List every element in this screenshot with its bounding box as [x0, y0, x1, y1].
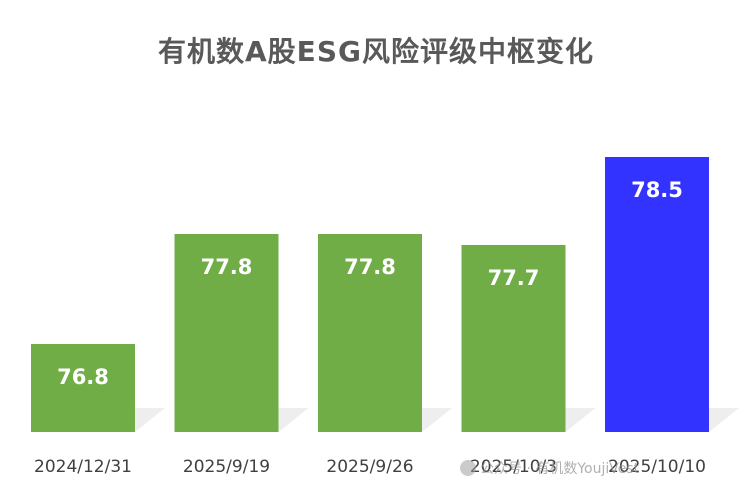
bar	[31, 344, 135, 432]
x-tick-label: 2024/12/31	[34, 457, 132, 477]
x-axis-tick-labels: 2024/12/31 2025/9/19 2025/9/26 2025/10/3 202…	[34, 457, 706, 477]
bar	[461, 245, 566, 432]
data-label: 77.8	[201, 255, 253, 279]
watermark: 公众号 · 有机数YoujiVest	[460, 458, 639, 478]
wechat-icon	[460, 460, 476, 476]
bars	[31, 157, 709, 432]
bar	[605, 157, 709, 432]
bar	[174, 234, 279, 432]
chart-title: 有机数A股ESG风险评级中枢变化	[158, 35, 594, 68]
bar	[318, 234, 422, 432]
data-label: 78.5	[631, 178, 683, 202]
x-tick-label: 2025/10/10	[608, 457, 706, 477]
data-label: 77.7	[488, 266, 540, 290]
watermark-text: 公众号 · 有机数YoujiVest	[480, 461, 640, 477]
x-tick-label: 2025/9/26	[326, 457, 413, 477]
data-labels: 76.8 77.8 77.8 77.7 78.5	[57, 178, 683, 389]
data-label: 77.8	[344, 255, 396, 279]
x-tick-label: 2025/10/3	[470, 457, 557, 477]
data-label: 76.8	[57, 365, 109, 389]
x-tick-label: 2025/9/19	[183, 457, 270, 477]
